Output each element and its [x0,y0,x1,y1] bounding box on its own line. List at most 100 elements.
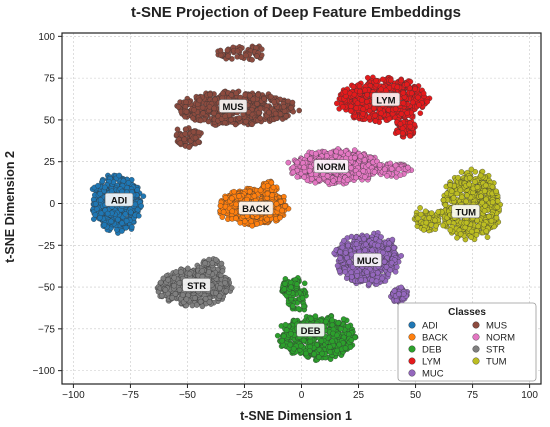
point-lym [394,84,401,90]
point-lym [404,81,410,88]
point-lym [407,133,413,139]
point-deb [316,346,323,353]
point-mus [211,110,217,117]
point-deb [319,350,325,357]
point-deb [338,326,344,332]
point-lym [378,110,384,117]
point-deb [290,303,296,309]
point-deb [340,316,347,322]
point-deb [281,333,287,339]
point-str [171,275,177,281]
point-deb [335,320,342,326]
point-muc [342,249,349,256]
point-lym [362,87,368,93]
point-deb [282,321,289,328]
point-muc [394,264,400,270]
point-deb [290,345,297,352]
point-back [229,208,235,215]
point-adi [92,201,99,207]
point-deb [329,317,335,324]
point-lym [372,118,379,124]
point-muc [379,275,385,282]
point-adi [119,220,125,226]
point-mus [249,121,255,128]
point-norm [344,177,351,183]
point-back [273,201,280,207]
point-deb [295,306,302,312]
point-mus [200,110,206,116]
point-mus [254,53,260,59]
point-mus [196,97,203,104]
point-lym [410,99,416,106]
point-lym [388,77,394,84]
point-adi [101,222,108,228]
point-str [219,268,226,274]
point-norm [362,174,368,180]
point-deb [301,303,307,310]
point-mus [257,115,264,121]
point-mus [224,47,231,54]
point-str [183,296,190,303]
point-muc [396,291,402,297]
point-mus [273,115,280,122]
point-adi [108,218,114,225]
point-mus [268,93,274,100]
point-muc [358,277,364,283]
point-norm [376,162,383,168]
point-muc [341,237,347,244]
point-muc [363,241,369,248]
point-deb [311,351,317,357]
point-adi [97,190,103,197]
point-lym [420,90,427,97]
point-lym [383,87,389,94]
point-str [173,269,179,275]
point-norm [348,165,354,171]
point-muc [337,255,343,261]
point-deb [288,331,294,337]
point-norm [353,174,359,181]
point-deb [327,344,333,350]
point-lym [364,92,370,98]
point-back [229,195,235,202]
point-mus [190,115,196,121]
point-adi [128,209,134,216]
point-muc [398,253,404,259]
point-lym [398,77,404,84]
point-norm [301,174,307,180]
point-norm [357,153,364,160]
point-mus [254,101,260,107]
point-lym [424,98,431,105]
point-mus [207,91,213,98]
point-lym [398,111,405,117]
point-mus [181,136,188,143]
point-mus [199,104,206,111]
point-str [165,277,171,283]
point-back [249,223,255,229]
point-norm [316,176,322,183]
series-muc [331,230,410,305]
point-deb [287,341,294,348]
point-str [157,279,164,286]
point-mus [266,109,272,116]
point-muc [361,236,367,242]
point-mus [182,130,188,137]
point-deb [312,313,319,319]
point-muc [345,242,351,249]
point-norm [388,166,395,172]
point-back [282,203,288,209]
point-muc [353,241,360,247]
point-muc [389,236,396,243]
point-deb [299,295,306,301]
point-muc [392,269,399,275]
point-deb [283,327,290,333]
point-lym [399,130,406,137]
point-str [158,292,165,299]
point-adi [129,224,135,230]
point-mus [190,129,197,135]
point-muc [381,259,388,265]
point-mus [281,103,287,110]
point-muc [334,262,341,269]
point-lym [392,106,399,112]
point-lym [334,100,340,107]
point-norm [309,176,315,182]
